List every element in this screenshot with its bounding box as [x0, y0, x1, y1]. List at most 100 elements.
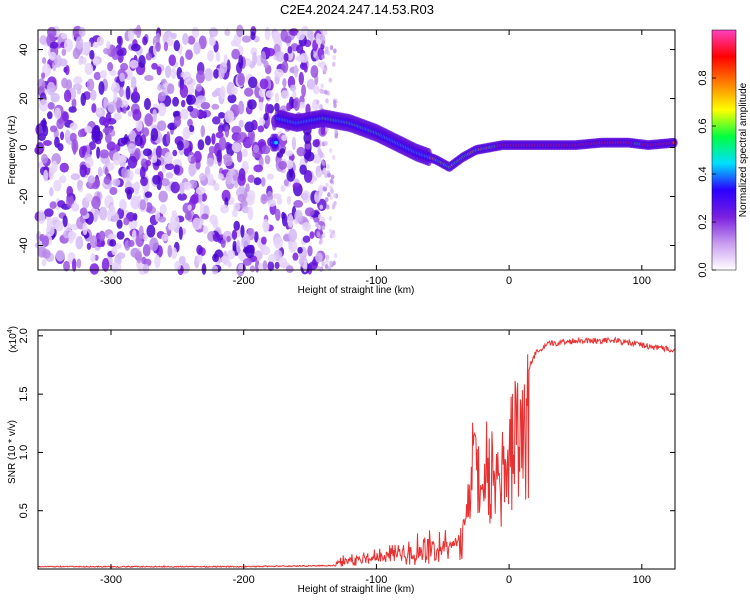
spectrogram-noise-blob [111, 246, 118, 256]
spectrogram-noise-blob [262, 218, 269, 233]
spectrogram-ytick-label: -40 [18, 238, 30, 254]
spectrogram-noise-blob [301, 84, 307, 98]
spectrogram-noise-blob [139, 199, 147, 211]
spectrogram-noise-blob [86, 78, 95, 92]
spectrogram-noise-blob [296, 146, 306, 157]
spectrogram-noise-blob [281, 60, 289, 74]
spectrogram-noise-blob [44, 208, 54, 217]
spectrogram-noise-blob [131, 229, 137, 241]
spectrogram-noise-blob [134, 134, 143, 147]
spectrogram-noise-blob [260, 51, 267, 64]
spectrogram-noise-blob [75, 236, 84, 250]
spectrogram-noise-blob [85, 156, 94, 169]
chart-title: C2E4.2024.247.14.53.R03 [280, 2, 434, 17]
spectrogram-noise-blob [154, 254, 161, 269]
spectrogram-noise-blob [262, 260, 268, 271]
spectrogram-ytick-label: 40 [18, 43, 30, 55]
spectrogram-noise-blob [321, 54, 325, 60]
spectrogram-noise-blob [213, 68, 220, 79]
spectrogram-noise-blob [59, 131, 65, 141]
colorbar-ticks: 0.0 0.2 0.4 0.6 0.8 [697, 70, 716, 278]
spectrogram-noise-blob [185, 78, 196, 87]
spectrogram-noise-blob [167, 244, 173, 258]
spectrogram-noise-blob [325, 127, 329, 133]
spectrogram-noise-blob [38, 99, 49, 112]
snr-xtick-label: 0 [506, 574, 512, 586]
spectrogram-noise-blob [192, 217, 202, 230]
spectrogram-noise-blob [182, 181, 192, 191]
spectrogram-noise-blob [245, 183, 250, 193]
spectrogram-noise-blob [315, 55, 319, 61]
spectrogram-noise-blob [91, 195, 101, 210]
spectrogram-noise-blob [89, 235, 98, 249]
spectrogram-noise-blob [120, 62, 129, 71]
spectrogram-noise-blob [76, 258, 82, 269]
spectrogram-noise-blob [96, 36, 105, 47]
spectrogram-noise-blob [66, 185, 74, 197]
spectrogram-noise-blob [331, 155, 336, 161]
spectrogram-noise-blob [238, 185, 246, 194]
spectrogram-noise-blob [330, 188, 335, 194]
spectrogram-noise-blob [333, 252, 338, 258]
spectrogram-noise-blob [201, 263, 207, 275]
spectrogram-noise-blob [327, 172, 331, 178]
spectrogram-noise-blob [47, 102, 55, 110]
spectrogram-noise-blob [55, 249, 65, 262]
spectrogram-noise-blob [130, 247, 140, 258]
spectrogram-noise-blob [218, 136, 227, 151]
spectrogram-noise-blob [93, 71, 101, 81]
spectrogram-noise-blob [331, 204, 336, 210]
spectrogram-noise-blob [127, 239, 135, 248]
spectrogram-noise-blob [89, 263, 100, 275]
spectrogram-noise-blob [332, 54, 336, 60]
spectrogram-noise-blob [274, 261, 280, 270]
spectrogram-noise-blob [64, 65, 70, 76]
spectrogram-noise-blob [41, 72, 46, 79]
spectrogram-noise-blob [103, 175, 111, 185]
spectrogram-noise-blob [112, 178, 121, 187]
spectrogram-noise-blob [322, 167, 327, 173]
spectrogram-noise-blob [278, 160, 287, 170]
spectrogram-noise-blob [253, 164, 264, 173]
spectrogram-noise-blob [101, 257, 110, 272]
spectrogram-noise-blob [89, 49, 95, 60]
spectrogram-noise-blob [309, 231, 315, 239]
spectrogram-noise-blob [263, 113, 269, 121]
spectrogram-noise-blob [329, 260, 333, 266]
spectrogram-noise-blob [142, 127, 150, 137]
spectrogram-noise-blob [305, 143, 311, 150]
spectrogram-noise-blob [285, 265, 294, 274]
spectrogram-noise-blob [240, 224, 245, 238]
spectrogram-noise-blob [236, 239, 241, 253]
spectrogram-xlabel: Height of straight line (km) [298, 285, 415, 296]
spectrogram-noise-blob [253, 144, 260, 154]
spectrogram-ytick-label: 20 [18, 92, 30, 104]
spectrogram-noise-blob [172, 110, 180, 118]
spectrogram-noise-blob [73, 76, 83, 85]
spectrogram-noise-blob [78, 146, 86, 159]
spectrogram-noise-blob [90, 253, 96, 263]
spectrogram-xtick-label: 100 [633, 275, 651, 287]
spectrogram-noise-blob [106, 141, 116, 151]
snr-ytick-label: 0.5 [18, 503, 30, 518]
spectrogram-noise-blob [41, 153, 48, 164]
spectrogram-noise-blob [116, 219, 123, 229]
spectrogram-noise-blob [42, 139, 52, 147]
spectrogram-noise-blob [104, 166, 109, 176]
spectrogram-noise-blob [287, 213, 294, 228]
spectrogram-noise-blob [236, 150, 243, 163]
colorbar-frame [711, 29, 737, 271]
spectrogram-noise-blob [305, 151, 315, 162]
spectrogram-noise-blob [220, 204, 229, 214]
spectrogram-noise-blob [216, 149, 223, 163]
spectrogram-noise-blob [107, 162, 115, 171]
spectrogram-noise-blob [167, 83, 175, 95]
spectrogram-noise-blob [321, 225, 326, 231]
spectrogram-noise-blob [129, 59, 139, 69]
spectrogram-noise-blob [325, 182, 329, 188]
spectrogram-noise-blob [82, 56, 87, 66]
spectrogram-noise-blob [213, 182, 220, 192]
colorbar-gradient [712, 30, 736, 270]
spectrogram-noise-blob [301, 190, 311, 204]
